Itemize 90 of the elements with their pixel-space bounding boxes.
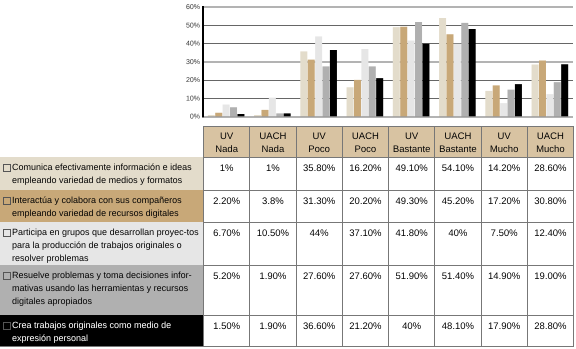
bar (422, 44, 430, 116)
bar (268, 98, 276, 116)
bar (546, 94, 554, 116)
bar (308, 60, 315, 116)
bar (284, 113, 291, 116)
data-label: 51.40% (434, 265, 482, 316)
bar (330, 50, 337, 116)
x-tick-label: UACH Nada (258, 130, 288, 156)
x-tick-label: UV Mucho (488, 130, 520, 156)
data-label: 41.80% (388, 222, 436, 266)
data-label: 49.10% (388, 157, 436, 191)
data-label: 45.20% (434, 190, 482, 223)
bar (538, 60, 546, 116)
data-label: 16.20% (342, 157, 389, 191)
data-label: 1.50% (203, 315, 250, 347)
bar (400, 26, 408, 116)
legend-label: Resuelve problemas y toma decisiones infor-mativas usando las herramientas y recursos digitales apropiados (0, 265, 204, 316)
data-label: 27.60% (296, 265, 343, 316)
legend-label: Participa en grupos que desarrollan proyec-tos para la producción de trabajos originales o resolver problemas (0, 222, 204, 266)
bar (215, 112, 222, 116)
bar (408, 40, 415, 116)
x-tick-label: UV Bastante (392, 130, 432, 156)
data-label: 19.00% (526, 265, 574, 316)
data-label: 21.20% (342, 315, 389, 347)
data-label: 30.80% (526, 190, 574, 223)
bar (354, 80, 361, 116)
bar (485, 90, 492, 116)
bar (230, 107, 238, 116)
bar (368, 66, 376, 116)
bar (439, 18, 446, 116)
bar (446, 34, 454, 116)
bar (376, 78, 384, 116)
bar (500, 103, 508, 116)
data-label: 36.60% (296, 315, 343, 347)
data-label: 2.20% (203, 190, 250, 223)
bar (346, 87, 354, 116)
data-label: 14.20% (480, 157, 528, 191)
data-label: 44% (296, 222, 343, 266)
data-label: 12.40% (526, 222, 574, 266)
data-label: 1.90% (249, 265, 296, 316)
bar (492, 85, 500, 116)
bar (532, 64, 539, 116)
bar (415, 22, 422, 116)
bar (461, 22, 468, 116)
bar (508, 90, 515, 116)
x-tick-label: UV Nada (214, 130, 239, 156)
data-label: 17.20% (480, 190, 528, 223)
legend-label: Interactúa y colabora con sus compañeros empleando variedad de recursos digitales (0, 190, 204, 223)
data-label: 31.30% (296, 190, 343, 223)
x-tick-label: UACH Bastante (438, 130, 478, 156)
bar (300, 51, 308, 116)
bar (315, 36, 322, 116)
legend-label: Comunica efectivamente información e ideas empleando variedad de medios y formatos (0, 157, 204, 191)
data-label: 48.10% (434, 315, 482, 347)
data-label: 35.80% (296, 157, 343, 191)
x-tick-label: UACH Mucho (535, 130, 566, 156)
legend-label: Crea trabajos originales como medio de expresión personal (0, 315, 204, 347)
bar (322, 66, 330, 116)
data-label: 1.90% (249, 315, 296, 347)
bar (276, 113, 284, 116)
x-tick-label: UV Poco (307, 130, 331, 156)
bar (222, 104, 230, 116)
data-label: 51.90% (388, 265, 436, 316)
bar (392, 27, 400, 116)
data-label: 7.50% (480, 222, 528, 266)
bar (454, 44, 461, 116)
bar (468, 28, 476, 116)
data-label: 5.20% (203, 265, 250, 316)
data-label: 10.50% (249, 222, 296, 266)
data-label: 1% (249, 157, 296, 191)
data-label: 49.30% (388, 190, 436, 223)
data-label: 14.90% (480, 265, 528, 316)
x-tick-label: UACH Poco (350, 130, 380, 156)
bar (554, 82, 561, 116)
data-label: 17.90% (480, 315, 528, 347)
data-label: 27.60% (342, 265, 389, 316)
data-label: 1% (203, 157, 250, 191)
data-label: 28.80% (526, 315, 574, 347)
bar (361, 49, 368, 116)
data-label: 40% (434, 222, 482, 266)
data-label: 3.8% (249, 190, 296, 223)
data-label: 28.60% (526, 157, 574, 191)
data-label: 40% (388, 315, 436, 347)
bar (561, 64, 568, 116)
data-label: 37.10% (342, 222, 389, 266)
bar (514, 84, 522, 116)
data-label: 20.20% (342, 190, 389, 223)
data-label: 54.10% (434, 157, 482, 191)
data-label: 6.70% (203, 222, 250, 266)
bar (261, 110, 268, 116)
